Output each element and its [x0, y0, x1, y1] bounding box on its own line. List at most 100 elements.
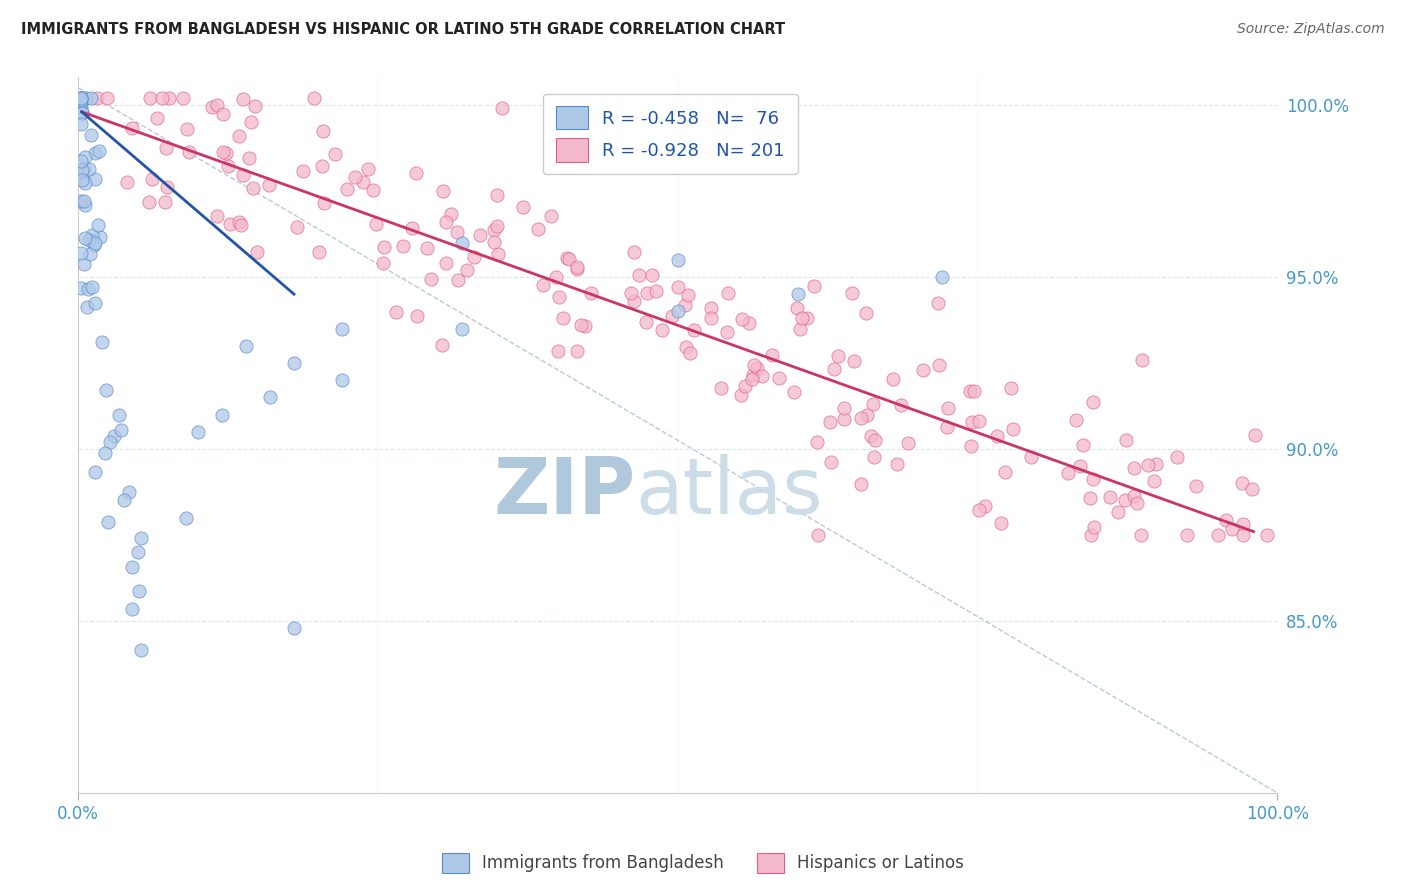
Point — [820, 455, 842, 469]
Point — [150, 91, 173, 105]
Point — [960, 416, 983, 430]
Point — [242, 180, 264, 194]
Point — [232, 92, 254, 106]
Point — [205, 209, 228, 223]
Point — [1130, 352, 1153, 367]
Point — [623, 294, 645, 309]
Point — [392, 238, 415, 252]
Point — [212, 145, 235, 159]
Point — [1098, 490, 1121, 504]
Point — [463, 250, 485, 264]
Point — [352, 175, 374, 189]
Point — [157, 91, 180, 105]
Point — [634, 315, 657, 329]
Point — [990, 516, 1012, 530]
Point — [75, 91, 97, 105]
Point — [641, 268, 664, 283]
Point — [174, 510, 197, 524]
Text: IMMIGRANTS FROM BANGLADESH VS HISPANIC OR LATINO 5TH GRADE CORRELATION CHART: IMMIGRANTS FROM BANGLADESH VS HISPANIC O… — [21, 22, 785, 37]
Point — [512, 200, 534, 214]
Point — [486, 219, 509, 234]
Point — [94, 383, 117, 397]
Point — [73, 176, 96, 190]
Point — [751, 369, 773, 384]
Point — [1078, 491, 1101, 505]
Point — [259, 390, 281, 404]
Point — [1129, 528, 1152, 542]
Point — [863, 433, 886, 447]
Point — [527, 221, 550, 235]
Point — [676, 288, 699, 302]
Point — [1019, 450, 1042, 465]
Point — [69, 117, 91, 131]
Point — [440, 207, 463, 221]
Point — [70, 281, 93, 295]
Point — [69, 153, 91, 168]
Point — [141, 172, 163, 186]
Point — [70, 106, 93, 120]
Point — [361, 183, 384, 197]
Point — [77, 282, 100, 296]
Point — [83, 235, 105, 250]
Point — [482, 235, 505, 249]
Point — [547, 344, 569, 359]
Point — [742, 368, 765, 382]
Point — [855, 305, 877, 319]
Point — [384, 304, 406, 318]
Point — [138, 194, 160, 209]
Point — [558, 252, 581, 266]
Point — [827, 349, 849, 363]
Point — [960, 439, 983, 453]
Point — [228, 215, 250, 229]
Point — [745, 360, 768, 375]
Point — [246, 244, 269, 259]
Point — [373, 240, 395, 254]
Point — [1232, 528, 1254, 542]
Point — [803, 278, 825, 293]
Point — [738, 316, 761, 330]
Point — [76, 300, 98, 314]
Point — [666, 279, 689, 293]
Point — [1243, 428, 1265, 442]
Point — [416, 242, 439, 256]
Point — [146, 111, 169, 125]
Point — [94, 446, 117, 460]
Point — [451, 235, 474, 250]
Point — [73, 257, 96, 271]
Point — [1069, 459, 1091, 474]
Point — [1000, 381, 1022, 395]
Point — [1122, 461, 1144, 475]
Point — [1232, 517, 1254, 532]
Point — [82, 279, 104, 293]
Point — [666, 252, 689, 267]
Point — [121, 560, 143, 574]
Point — [70, 100, 93, 114]
Point — [546, 269, 568, 284]
Point — [1256, 528, 1278, 542]
Point — [155, 141, 177, 155]
Point — [855, 409, 877, 423]
Point — [1215, 512, 1237, 526]
Point — [257, 178, 280, 192]
Point — [699, 311, 721, 326]
Point — [172, 91, 194, 105]
Point — [565, 260, 588, 275]
Point — [1144, 458, 1167, 472]
Point — [486, 188, 509, 202]
Point — [806, 435, 828, 450]
Point — [84, 171, 107, 186]
Point — [936, 401, 959, 415]
Point — [127, 545, 149, 559]
Point — [77, 161, 100, 176]
Point — [741, 372, 763, 386]
Legend: R = -0.458   N=  76, R = -0.928   N= 201: R = -0.458 N= 76, R = -0.928 N= 201 — [543, 94, 797, 174]
Point — [928, 358, 950, 372]
Point — [405, 309, 427, 323]
Point — [969, 414, 991, 428]
Point — [890, 398, 912, 412]
Point — [482, 223, 505, 237]
Point — [1143, 475, 1166, 489]
Point — [1107, 505, 1129, 519]
Point — [1220, 522, 1243, 536]
Point — [176, 122, 198, 136]
